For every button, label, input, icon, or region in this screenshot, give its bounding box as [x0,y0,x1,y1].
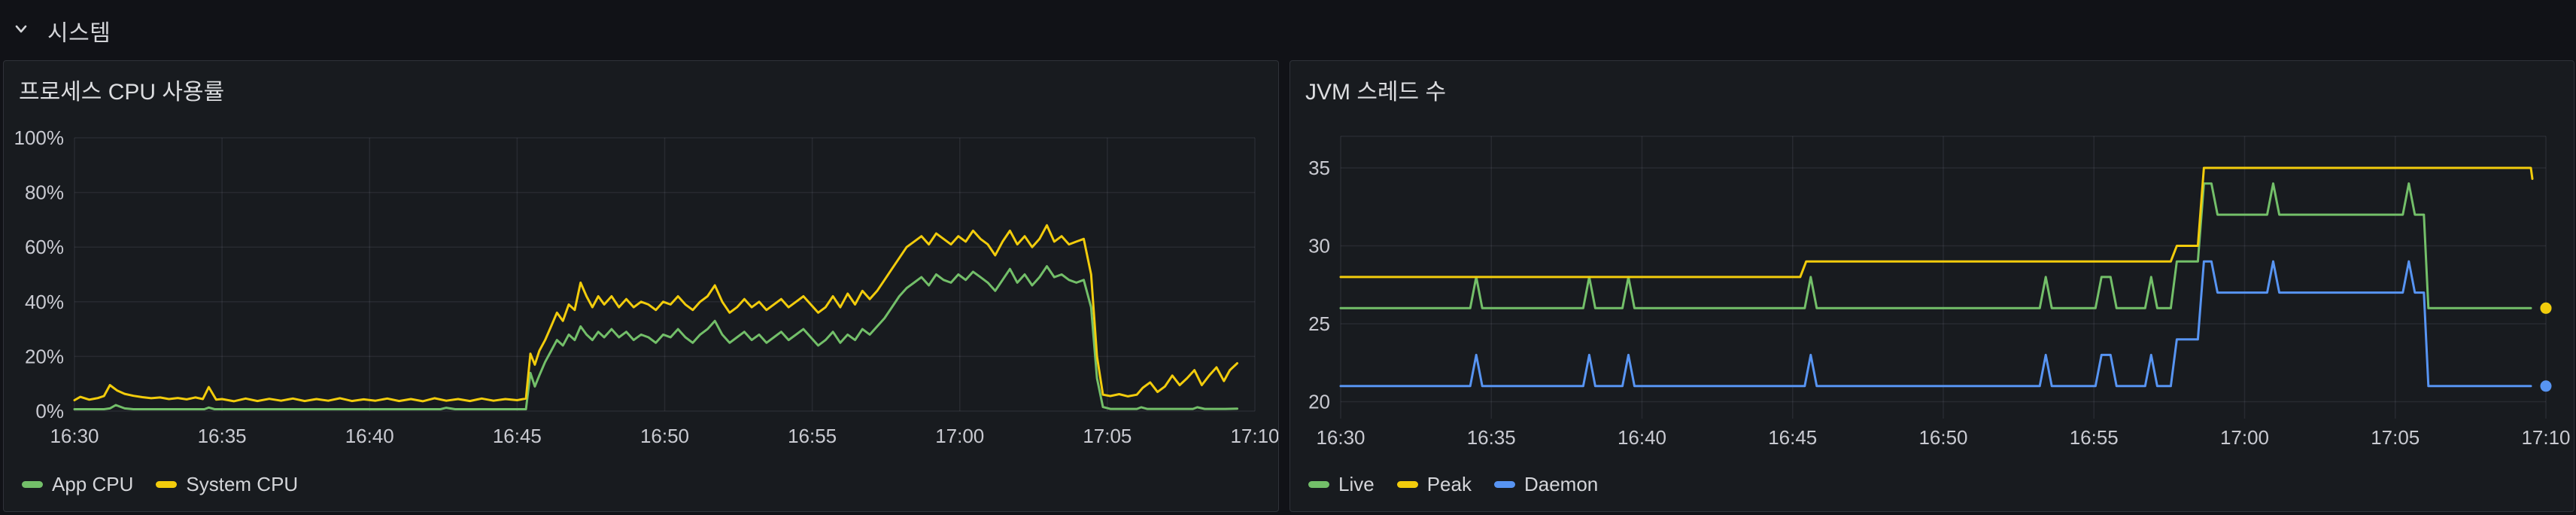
row-header-system[interactable]: 시스템 [0,0,2576,57]
x-axis-tick-label: 16:55 [2070,426,2119,449]
x-axis-tick-label: 16:35 [1467,426,1516,449]
y-axis-tick-label: 20 [1308,391,1330,413]
x-axis-tick-label: 17:00 [2220,426,2269,449]
cpu-chart-legend: App CPU System CPU [22,469,298,499]
legend-swatch-daemon [1493,480,1515,488]
y-axis-tick-label: 0% [35,400,64,422]
x-axis-tick-label: 16:45 [1768,426,1817,449]
y-axis-tick-label: 35 [1308,157,1330,179]
legend-item-daemon[interactable]: Daemon [1493,472,1599,496]
x-axis-tick-label: 17:00 [935,425,984,447]
legend-label: Daemon [1523,472,1599,495]
y-axis-tick-label: 60% [25,236,64,258]
cpu-chart-canvas[interactable]: 0% 20% 40% 60% 80% 100% 16:30 16:35 16:40 16:45 16… [4,61,1279,511]
x-axis-tick-label: 17:10 [2521,426,2570,449]
legend-item-live[interactable]: Live [1308,473,1375,496]
x-axis-tick-label: 17:05 [1083,425,1132,447]
jvm-chart-legend: Live Peak Daemon [1308,469,1598,499]
legend-swatch-peak [1396,480,1418,488]
legend-label: System CPU [186,472,299,495]
legend-label: App CPU [52,472,134,495]
x-axis-tick-label: 16:30 [1316,426,1365,449]
legend-swatch-system-cpu [156,480,178,488]
x-axis-tick-label: 16:35 [198,425,247,447]
legend-label: Peak [1426,472,1472,495]
y-axis-tick-label: 80% [25,181,64,204]
x-axis-tick-label: 16:40 [1618,426,1666,449]
x-axis-tick-label: 16:50 [640,425,689,447]
y-axis-tick-label: 20% [25,345,64,367]
legend-item-app-cpu[interactable]: App CPU [22,473,133,496]
y-axis-tick-label: 40% [25,291,64,313]
x-axis-tick-label: 16:50 [1918,426,1967,449]
legend-item-peak[interactable]: Peak [1396,472,1472,496]
panel-process-cpu: 프로세스 CPU 사용률 0% 20% 40% 60% 80% 100% 16:30 16:3… [3,60,1279,512]
series-end-point-daemon [2540,380,2552,392]
x-axis-tick-label: 17:10 [1230,425,1278,447]
series-line-app-cpu [73,265,1238,410]
panel-title-process-cpu[interactable]: 프로세스 CPU 사용률 [19,80,225,105]
legend-item-system-cpu[interactable]: System CPU [156,473,298,496]
chevron-down-icon [15,25,27,33]
jvm-chart-canvas[interactable]: 20 25 30 35 16:30 16:35 16:40 16:45 16:50 16:55 17… [1290,61,2574,511]
y-axis-tick-label: 25 [1308,312,1330,335]
legend-swatch-app-cpu [22,480,43,488]
row-title: 시스템 [47,21,111,46]
panel-jvm-threads: JVM 스레드 수 20 25 30 35 16:30 16:35 16:40 16:45 16… [1290,60,2574,512]
y-axis-tick-label: 30 [1308,235,1330,258]
x-axis-tick-label: 16:30 [50,425,99,447]
legend-swatch-live [1308,480,1329,488]
x-axis-tick-label: 16:55 [788,425,837,447]
x-axis-tick-label: 17:05 [2371,426,2420,449]
series-line-live [1339,182,2532,309]
y-axis-tick-label: 100% [14,126,65,149]
panel-title-jvm-threads[interactable]: JVM 스레드 수 [1305,80,1447,105]
series-line-system-cpu [73,224,1238,403]
series-line-peak [1339,166,2534,279]
x-axis-tick-label: 16:45 [493,425,542,447]
series-line-daemon [1339,260,2532,388]
series-end-point-peak [2540,302,2552,314]
legend-label: Live [1338,472,1375,495]
x-axis-tick-label: 16:40 [345,425,394,447]
